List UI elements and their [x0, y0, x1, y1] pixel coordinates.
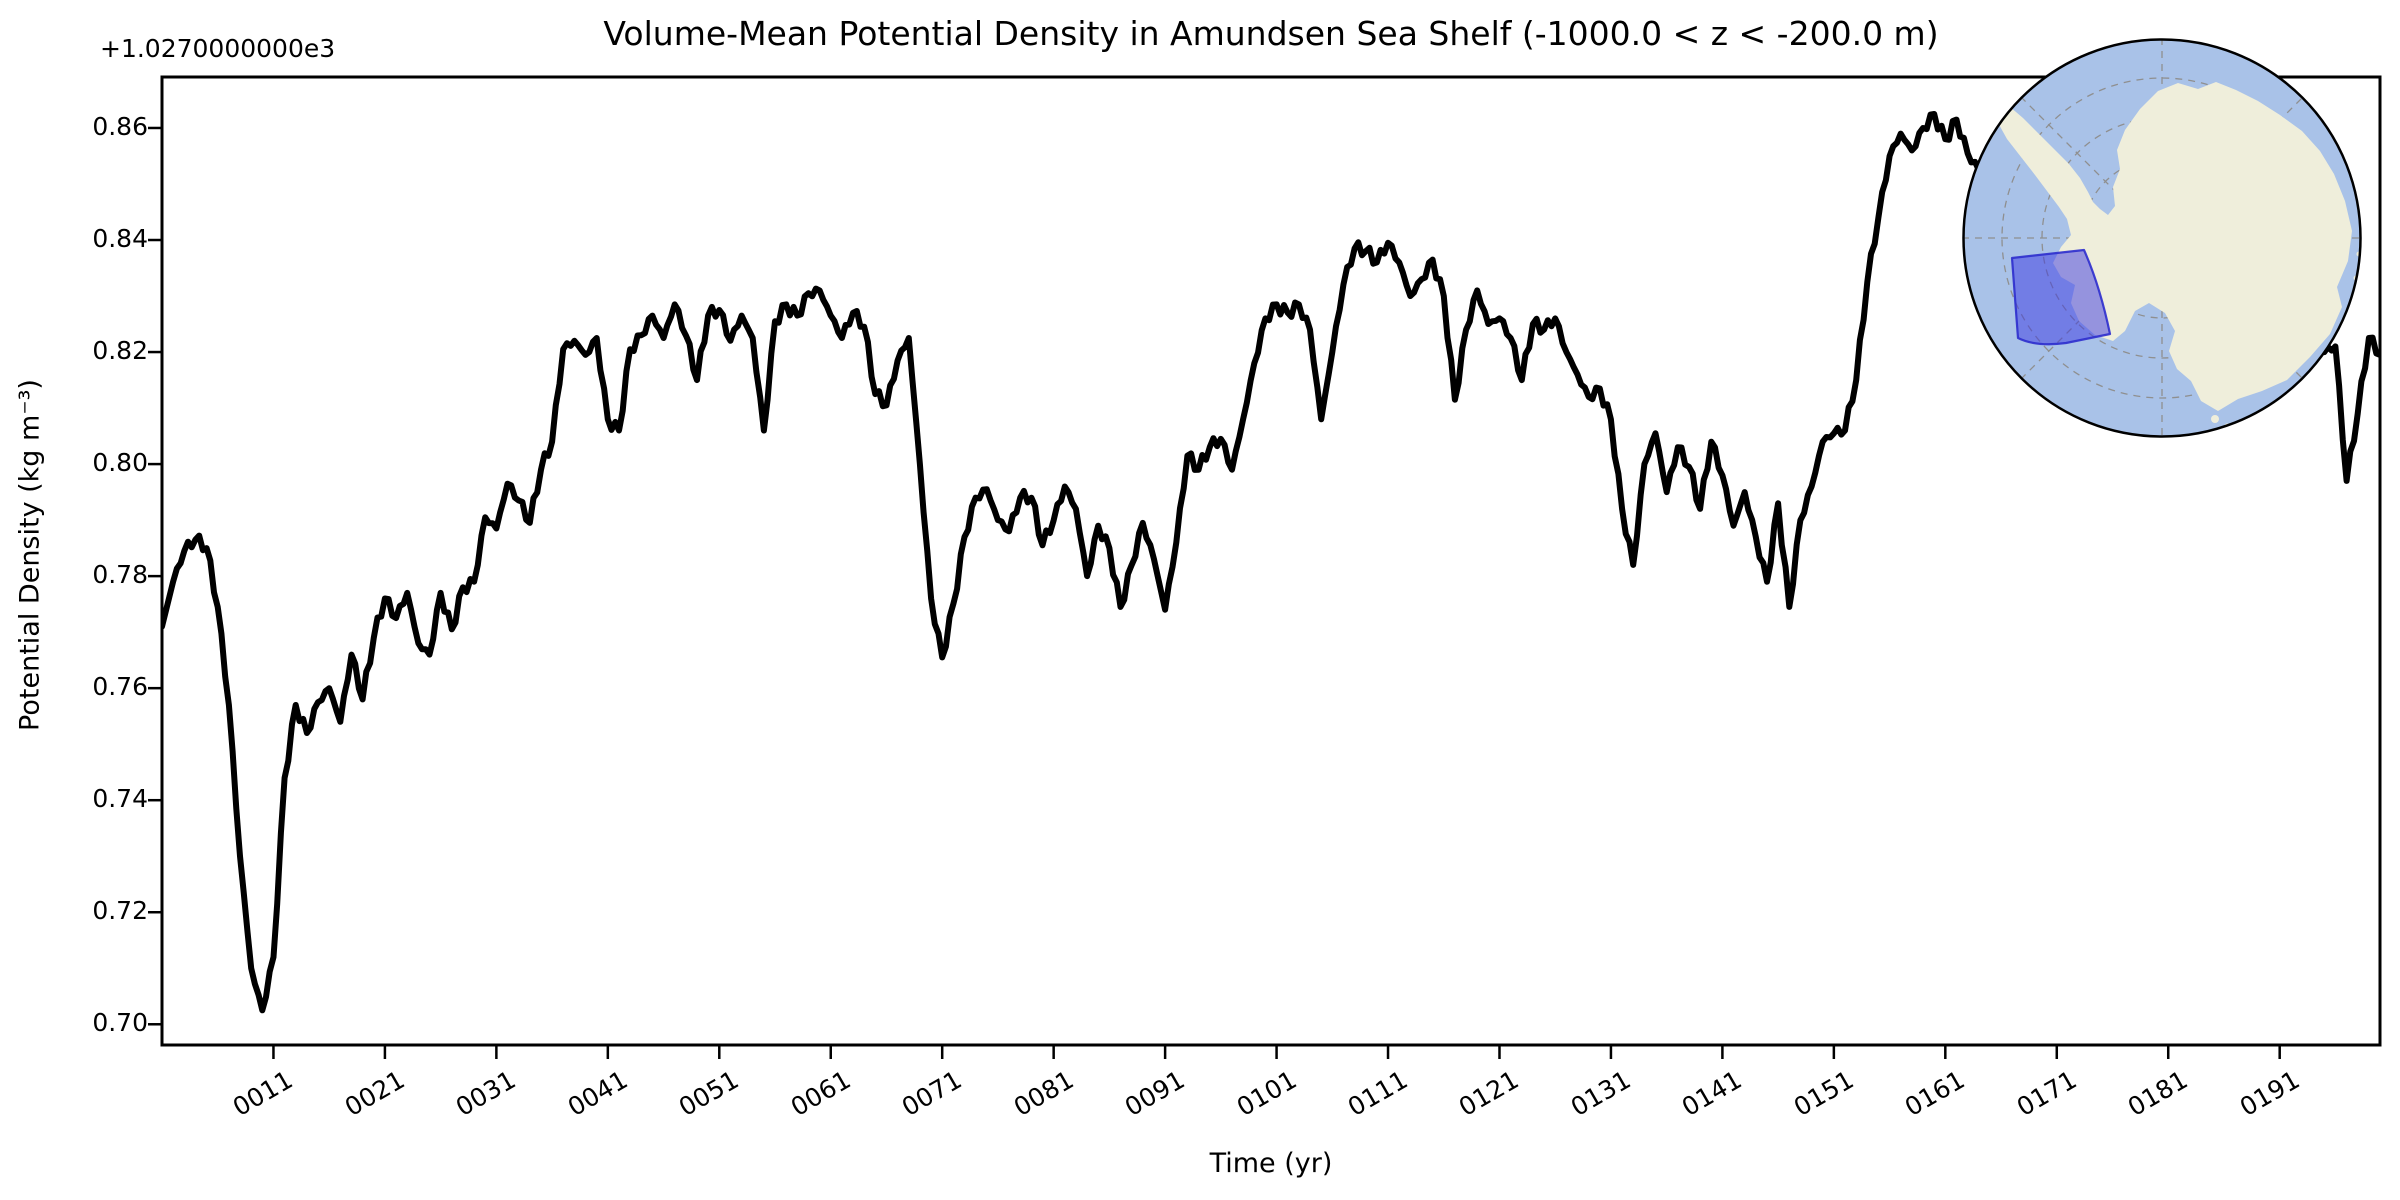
axes-frame — [160, 75, 2382, 1047]
amundsen-region-patch — [2010, 248, 2112, 346]
y-tick-label: 0.76 — [92, 672, 148, 702]
antarctica-inset-map — [1962, 38, 2362, 438]
y-tick-label: 0.74 — [92, 784, 148, 814]
y-tick-label: 0.80 — [92, 448, 148, 478]
y-tick-label: 0.70 — [92, 1008, 148, 1038]
chart-title: Volume-Mean Potential Density in Amundse… — [603, 14, 1939, 53]
tick-marks — [148, 126, 2281, 1059]
y-tick-label: 0.82 — [92, 336, 148, 366]
y-tick-label: 0.72 — [92, 896, 148, 926]
y-tick-label: 0.84 — [92, 224, 148, 253]
x-axis-label: Time (yr) — [1209, 1148, 1333, 1179]
map-boundary-circle — [1962, 38, 2362, 438]
y-axis-offset-text: +1.0270000000e3 — [100, 34, 336, 63]
y-tick-label: 0.78 — [92, 560, 148, 590]
y-tick-label: 0.86 — [92, 111, 148, 141]
